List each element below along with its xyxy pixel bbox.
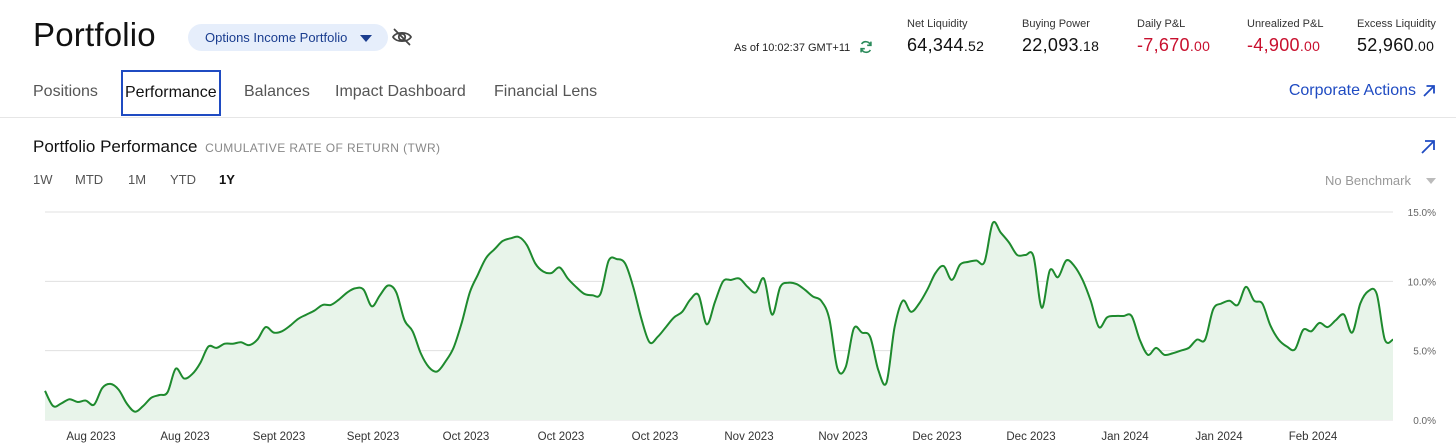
range-1m[interactable]: 1M bbox=[128, 172, 147, 187]
x-tick-label: Aug 2023 bbox=[66, 431, 115, 443]
portfolio-selector[interactable]: Options Income Portfolio bbox=[188, 24, 388, 51]
y-tick-label: 5.0% bbox=[1413, 347, 1436, 358]
x-tick-label: Jan 2024 bbox=[1195, 431, 1243, 443]
as-of-timestamp: As of 10:02:37 GMT+11 bbox=[734, 42, 851, 54]
caret-down-icon bbox=[360, 35, 372, 42]
eye-off-icon[interactable] bbox=[391, 27, 413, 47]
metric-label: Net Liquidity bbox=[907, 18, 968, 30]
panel-title-text: Portfolio Performance bbox=[33, 137, 198, 156]
x-tick-label: Sept 2023 bbox=[347, 431, 399, 443]
x-tick-label: Sept 2023 bbox=[253, 431, 305, 443]
x-tick-label: Oct 2023 bbox=[632, 431, 679, 443]
metric-buying-power: Buying Power 22,093.18 bbox=[1022, 18, 1099, 56]
tab-financial-lens[interactable]: Financial Lens bbox=[494, 83, 598, 100]
benchmark-label: No Benchmark bbox=[1325, 173, 1411, 188]
metric-value: 52,960.00 bbox=[1357, 35, 1435, 55]
caret-down-icon bbox=[1426, 178, 1436, 184]
tab-balances[interactable]: Balances bbox=[244, 83, 310, 100]
x-tick-label: Feb 2024 bbox=[1289, 431, 1338, 443]
metric-daily-pnl: Daily P&L -7,670.00 bbox=[1137, 18, 1210, 56]
x-tick-label: Jan 2024 bbox=[1101, 431, 1149, 443]
tab-impact-dashboard[interactable]: Impact Dashboard bbox=[335, 83, 466, 100]
metric-unrealized-pnl: Unrealized P&L -4,900.00 bbox=[1247, 18, 1323, 56]
metric-label: Excess Liquidity bbox=[1357, 18, 1436, 30]
range-ytd[interactable]: YTD bbox=[170, 172, 196, 187]
x-tick-label: Aug 2023 bbox=[160, 431, 209, 443]
portfolio-selector-label: Options Income Portfolio bbox=[205, 30, 348, 45]
x-tick-label: Dec 2023 bbox=[1006, 431, 1055, 443]
metric-label: Buying Power bbox=[1022, 18, 1090, 30]
panel-title: Portfolio Performance CUMULATIVE RATE OF… bbox=[33, 137, 440, 157]
refresh-icon[interactable] bbox=[859, 40, 873, 54]
x-tick-label: Dec 2023 bbox=[912, 431, 961, 443]
header: Portfolio Options Income Portfolio As of… bbox=[0, 0, 1456, 70]
x-tick-label: Oct 2023 bbox=[443, 431, 490, 443]
expand-icon[interactable] bbox=[1420, 139, 1436, 155]
y-tick-label: 10.0% bbox=[1408, 277, 1436, 288]
return-line bbox=[44, 220, 1394, 413]
range-mtd[interactable]: MTD bbox=[75, 172, 104, 187]
page-title: Portfolio bbox=[33, 16, 156, 53]
corporate-actions-link[interactable]: Corporate Actions bbox=[1289, 82, 1436, 100]
y-tick-label: 15.0% bbox=[1408, 208, 1436, 219]
metric-value: 22,093.18 bbox=[1022, 35, 1100, 55]
metric-label: Daily P&L bbox=[1137, 18, 1186, 30]
range-1w[interactable]: 1W bbox=[33, 172, 53, 187]
metric-value: -7,670.00 bbox=[1137, 35, 1211, 55]
metric-value: -4,900.00 bbox=[1247, 35, 1321, 55]
y-tick-label: 0.0% bbox=[1413, 416, 1436, 427]
corporate-actions-label: Corporate Actions bbox=[1288, 82, 1416, 99]
tab-bar: Positions Performance Balances Impact Da… bbox=[0, 68, 1456, 118]
metric-excess-liquidity: Excess Liquidity 52,960.00 bbox=[1357, 18, 1436, 56]
x-tick-label: Oct 2023 bbox=[538, 431, 585, 443]
return-area bbox=[45, 221, 1393, 420]
arrow-up-right-icon bbox=[1423, 85, 1435, 97]
x-tick-label: Nov 2023 bbox=[724, 431, 773, 443]
range-1y[interactable]: 1Y bbox=[219, 172, 235, 187]
panel-subtitle: CUMULATIVE RATE OF RETURN (TWR) bbox=[205, 141, 441, 155]
performance-chart: 0.0% 5.0% 10.0% 15.0% Aug 2023 Aug 2023 Sept 2… bbox=[44, 208, 1436, 443]
metric-label: Unrealized P&L bbox=[1247, 18, 1324, 30]
benchmark-select[interactable]: No Benchmark bbox=[1325, 173, 1436, 188]
tab-positions[interactable]: Positions bbox=[33, 83, 98, 100]
x-tick-label: Nov 2023 bbox=[818, 431, 867, 443]
metric-net-liquidity: Net Liquidity 64,344.52 bbox=[907, 18, 984, 56]
tab-performance[interactable]: Performance bbox=[121, 70, 221, 116]
metric-value: 64,344.52 bbox=[907, 35, 985, 55]
